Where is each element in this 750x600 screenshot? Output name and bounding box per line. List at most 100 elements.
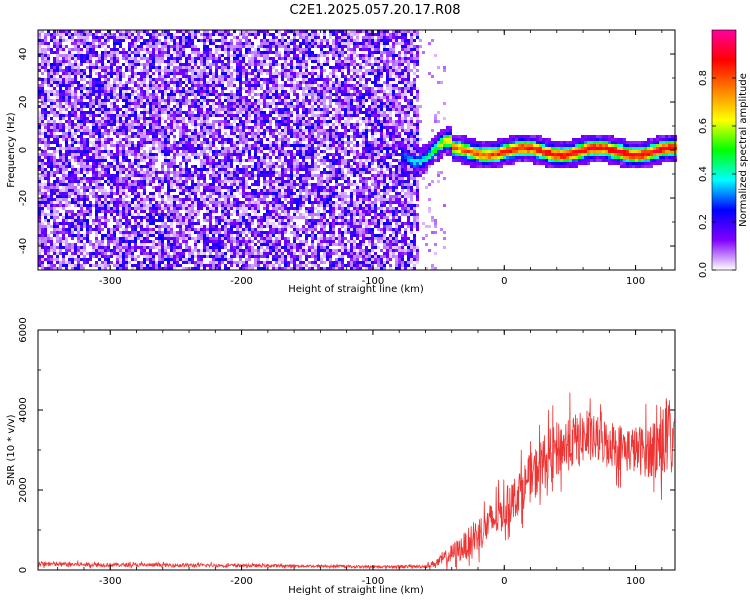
spectrogram-cell [215, 51, 218, 54]
spectrogram-cell [263, 255, 266, 258]
spectrogram-cell [113, 234, 116, 237]
spectrogram-cell [206, 147, 209, 150]
spectrogram-cell [92, 84, 95, 87]
spectrogram-cell [131, 246, 134, 249]
spectrogram-cell [110, 249, 113, 252]
spectrogram-cell [209, 144, 212, 147]
spectrogram-cell [158, 39, 161, 42]
spectrogram-cell [152, 123, 155, 126]
spectrogram-cell [236, 36, 239, 39]
spectrogram-cell [242, 174, 245, 177]
spectrogram-cell [194, 138, 197, 141]
spectrogram-cell [176, 210, 179, 213]
spectrogram-cell [200, 231, 203, 234]
spectrogram-cell [140, 48, 143, 51]
spectrogram-cell [203, 33, 206, 36]
spectrogram-cell [95, 171, 98, 174]
spectrogram-cell [71, 201, 74, 204]
spectrogram-cell [257, 177, 260, 180]
spectrogram-cell [77, 48, 80, 51]
spectrogram-cell [212, 42, 215, 45]
spectrogram-cell [179, 237, 182, 240]
spectrogram-cell [98, 111, 101, 114]
spectrogram-cell [50, 198, 53, 201]
spectrogram-cell [125, 129, 128, 132]
spectrogram-cell [56, 168, 59, 171]
spectrogram-cell [140, 135, 143, 138]
spectrogram-cell [224, 216, 227, 219]
spectrogram-cell [266, 69, 269, 72]
spectrogram-cell [230, 129, 233, 132]
spectrogram-cell [119, 171, 122, 174]
spectrogram-cell [218, 159, 221, 162]
spectrogram-cell [239, 240, 242, 243]
spectrogram-cell [215, 48, 218, 51]
spectrogram-cell [236, 123, 239, 126]
spectrogram-cell [203, 216, 206, 219]
spectrogram-cell [113, 57, 116, 60]
spectrogram-cell [146, 162, 149, 165]
spectrogram-cell [269, 216, 272, 219]
spectrogram-cell [248, 231, 251, 234]
spectrogram-cell [194, 174, 197, 177]
spectrogram-cell [104, 192, 107, 195]
spectrogram-cell [116, 168, 119, 171]
spectrogram-cell [167, 252, 170, 255]
spectrogram-cell [95, 60, 98, 63]
spectrogram-cell [131, 75, 134, 78]
spectrogram-cell [161, 243, 164, 246]
spectrogram-cell [131, 234, 134, 237]
spectrogram-cell [173, 168, 176, 171]
spectrogram-cell [266, 78, 269, 81]
spectrogram-cell [230, 243, 233, 246]
spectrogram-cell [119, 84, 122, 87]
spectrogram-cell [41, 222, 44, 225]
spectrogram-cell [41, 192, 44, 195]
spectrogram-cell [95, 147, 98, 150]
spectrogram-cell [167, 33, 170, 36]
spectrogram-cell [152, 171, 155, 174]
spectrogram-cell [188, 39, 191, 42]
spectrogram-cell [230, 162, 233, 165]
spectrogram-cell [227, 126, 230, 129]
spectrogram-cell [245, 225, 248, 228]
spectrogram-cell [188, 207, 191, 210]
spectrogram-cell [191, 219, 194, 222]
spectrogram-cell [170, 81, 173, 84]
spectrogram-cell [122, 150, 125, 153]
spectrogram-cell [41, 159, 44, 162]
spectrogram-cell [215, 174, 218, 177]
spectrogram-cell [56, 162, 59, 165]
spectrogram-cell [188, 174, 191, 177]
spectrogram-cell [92, 165, 95, 168]
spectrogram-cell [158, 69, 161, 72]
spectrogram-cell [89, 240, 92, 243]
spectrogram-cell [233, 147, 236, 150]
spectrogram-cell [68, 105, 71, 108]
spectrogram-cell [92, 204, 95, 207]
spectrogram-cell [191, 39, 194, 42]
spectrogram-cell [185, 198, 188, 201]
spectrogram-cell [215, 159, 218, 162]
spectrogram-cell [89, 51, 92, 54]
spectrogram-cell [197, 189, 200, 192]
spectrogram-cell [92, 243, 95, 246]
spectrogram-cell [77, 120, 80, 123]
spectrogram-cell [245, 234, 248, 237]
spectrogram-cell [263, 54, 266, 57]
spectrogram-cell [143, 186, 146, 189]
spectrogram-cell [110, 150, 113, 153]
spectrogram-cell [170, 96, 173, 99]
spectrogram-cell [203, 66, 206, 69]
spectrogram-cell [98, 138, 101, 141]
spectrogram-cell [56, 231, 59, 234]
spectrogram-cell [128, 189, 131, 192]
spectrogram-cell [74, 117, 77, 120]
spectrogram-cell [194, 117, 197, 120]
spectrogram-cell [227, 138, 230, 141]
spectrogram-cell [83, 195, 86, 198]
spectrogram-cell [164, 192, 167, 195]
spectrogram-cell [89, 225, 92, 228]
spectrogram-cell [203, 105, 206, 108]
spectrogram-cell [203, 126, 206, 129]
